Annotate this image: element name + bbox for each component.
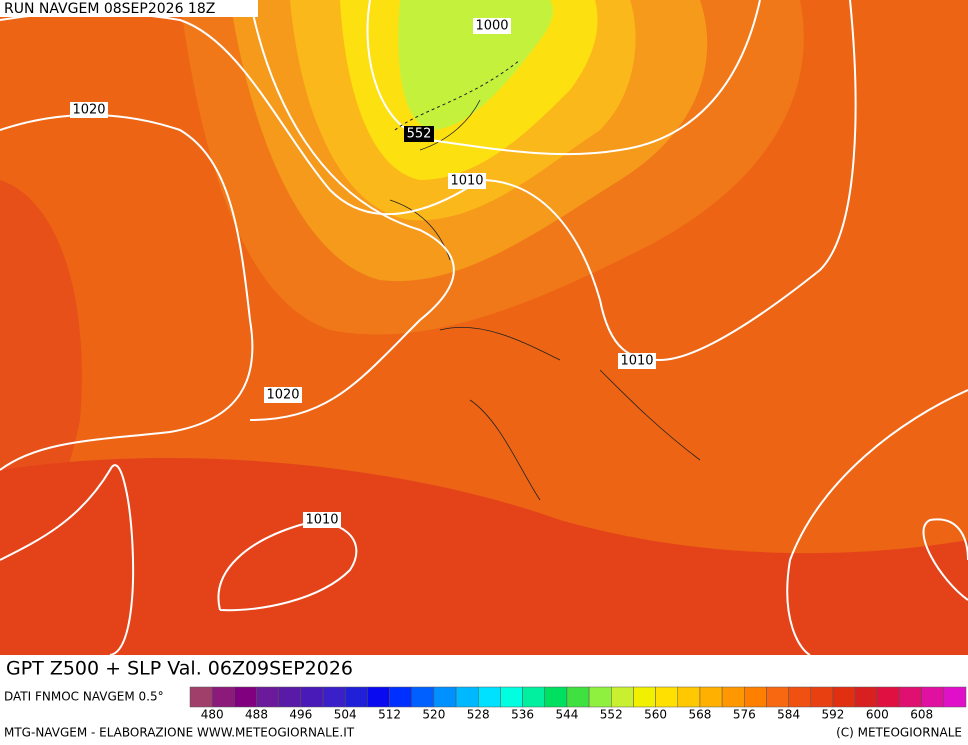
source-label: DATI FNMOC NAVGEM 0.5° [4,690,164,704]
colorbar-swatch [500,686,523,708]
colorbar-swatch [633,686,656,708]
coastline [389,99,701,501]
isobar [249,0,455,421]
colorbar-tick-label: 592 [822,708,845,722]
colorbar-swatch [300,686,324,708]
credit-left: MTG-NAVGEM - ELABORAZIONE WWW.METEOGIORN… [4,726,355,740]
colorbar-swatch [655,686,679,708]
colorbar-swatch [921,686,945,708]
colorbar-swatch [810,686,834,708]
colorbar-tick-label: 560 [644,708,667,722]
isobar-label: 1000 [475,19,508,34]
colorbar-swatch [721,686,745,708]
colorbar-swatch [788,686,812,708]
colorbar-swatch [522,686,545,708]
isobar-label: 1010 [305,513,338,528]
isobar [0,0,857,362]
isobar-label: 1020 [266,388,299,403]
isobar [0,464,135,656]
isobar [366,0,761,156]
colorbar-swatch [234,686,257,708]
header-box [0,0,258,17]
isobar [217,521,358,612]
colorbar-tick-label: 488 [245,708,268,722]
colorbar-swatch [744,686,767,708]
field-north-5 [398,0,553,130]
colorbar-swatch [367,686,390,708]
colorbar-swatch [211,686,235,708]
colorbar-tick-label: 568 [688,708,711,722]
run-label: RUN NAVGEM 08SEP2026 18Z [4,1,215,17]
colorbar-swatch [854,686,878,708]
colorbar-swatch [433,686,457,708]
colorbar-swatch [455,686,479,708]
colorbar-tick-label: 480 [201,708,224,722]
isobar-label: 1010 [450,174,483,189]
colorbar-tick-label: 496 [289,708,312,722]
colorbar-swatch [322,686,346,708]
colorbar-swatch [766,686,789,708]
label-box [303,512,341,528]
colorbar-swatch [588,686,612,708]
colorbar-swatch [477,686,501,708]
isobar [786,389,968,656]
colorbar-swatch [566,686,590,708]
isobar [0,114,254,471]
colorbar-tick-label: 544 [555,708,578,722]
isobar-label: 1010 [620,354,653,369]
colorbar-swatch [832,686,856,708]
colorbar-tick-label: 576 [733,708,756,722]
colorbar-swatch [899,686,922,708]
title-box [0,655,410,683]
colorbar-swatch [943,686,967,708]
isobar-label: 1020 [72,103,105,118]
colorbar-swatch [611,686,634,708]
colorbar-swatch [256,686,279,708]
contour-label: 552 [407,127,432,142]
isobar [922,518,968,601]
colorbar-tick-label: 528 [467,708,490,722]
colorbar-tick-label: 512 [378,708,401,722]
colorbar-tick-label: 504 [334,708,357,722]
colorbar-tick-label: 584 [777,708,800,722]
colorbar-swatch [189,686,213,708]
label-box [618,353,656,369]
label-box [264,387,302,403]
colorbar-swatch [699,686,723,708]
colorbar-swatch [278,686,302,708]
colorbar-tick-label: 552 [600,708,623,722]
colorbar-swatch [877,686,900,708]
field-south [0,458,968,655]
contour-552 [394,59,521,131]
label-box [448,173,486,189]
map-title: GPT Z500 + SLP Val. 06Z09SEP2026 [6,658,353,680]
label-box [473,18,511,34]
colorbar-tick-label: 536 [511,708,534,722]
colorbar-swatch [389,686,412,708]
colorbar-swatch [544,686,568,708]
colorbar-swatch [344,686,368,708]
colorbar-tick-label: 608 [910,708,933,722]
colorbar-swatch [677,686,701,708]
colorbar-tick-label: 600 [866,708,889,722]
label-box [70,102,108,118]
colorbar-swatch [411,686,435,708]
colorbar: 480 488 496 504 512 520 528 536 544 552 560 568 576 5… [189,686,967,722]
label-box [404,126,434,142]
colorbar-tick-label: 520 [422,708,445,722]
credit-right: (C) METEOGIORNALE [836,726,962,740]
